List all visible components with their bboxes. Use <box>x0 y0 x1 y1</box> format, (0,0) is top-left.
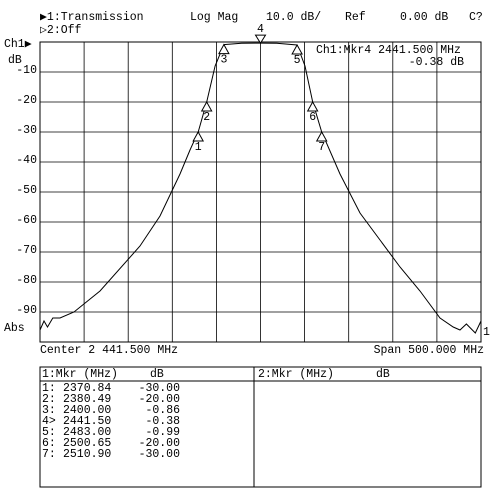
table-cell: 2370.84 <box>63 382 111 395</box>
table-cell: 2380.49 <box>63 393 111 406</box>
table-cell: 6: <box>42 437 56 450</box>
y-tick-label: -80 <box>16 274 37 287</box>
center-label: Center 2 441.500 MHz <box>40 344 178 357</box>
table-cell: -30.00 <box>139 448 181 461</box>
ref-position: 1 <box>483 326 490 339</box>
marker <box>218 43 230 55</box>
marker-readout-value: -0.38 dB <box>409 56 464 69</box>
table-header: 1:Mkr (MHz) <box>42 368 118 381</box>
marker-table <box>39 366 482 488</box>
marker-label: 2 <box>203 111 210 124</box>
table-cell: 3: <box>42 404 56 417</box>
table-header: dB <box>376 368 390 381</box>
marker-label: 3 <box>220 54 227 67</box>
format-label: Log Mag <box>190 11 238 24</box>
ref-label: Ref <box>345 11 366 24</box>
y-tick-label: -40 <box>16 154 37 167</box>
table-header: 2:Mkr (MHz) <box>258 368 334 381</box>
marker <box>192 130 205 142</box>
y-tick-label: -50 <box>16 184 37 197</box>
y-unit: dB <box>8 54 22 67</box>
marker-label: 4 <box>257 23 264 36</box>
table-cell: 2441.50 <box>63 415 111 428</box>
table-cell: 2483.00 <box>63 426 111 439</box>
channel-label: Ch1▶ <box>4 38 32 51</box>
marker <box>315 130 328 142</box>
table-cell: -0.86 <box>145 404 180 417</box>
abs-label: Abs <box>4 322 25 335</box>
table-cell: -30.00 <box>139 382 181 395</box>
scale-label: 10.0 dB/ <box>266 11 321 24</box>
table-cell: 7: <box>42 448 56 461</box>
y-tick-label: -30 <box>16 124 37 137</box>
marker-readout: Ch1:Mkr4 2441.500 MHz <box>316 44 461 57</box>
marker <box>306 100 319 112</box>
trace1-label: ▶1:Transmission <box>40 11 144 24</box>
status: C? <box>469 11 483 24</box>
trace2-label: ▷2:Off <box>40 24 82 37</box>
y-tick-label: -20 <box>16 94 37 107</box>
table-cell: 2510.90 <box>63 448 111 461</box>
table-cell: 4> <box>42 415 56 428</box>
y-tick-label: -60 <box>16 214 37 227</box>
marker-label: 5 <box>294 54 301 67</box>
table-cell: 5: <box>42 426 56 439</box>
marker-label: 6 <box>309 111 316 124</box>
y-tick-label: -70 <box>16 244 37 257</box>
span-label: Span 500.000 MHz <box>374 344 484 357</box>
y-tick-label: -90 <box>16 304 37 317</box>
table-cell: -0.99 <box>145 426 180 439</box>
marker-label: 7 <box>318 141 325 154</box>
table-cell: -20.00 <box>139 437 181 450</box>
table-cell: 1: <box>42 382 56 395</box>
table-cell: -0.38 <box>145 415 180 428</box>
y-tick-label: -10 <box>16 64 37 77</box>
marker <box>254 34 267 45</box>
marker <box>200 100 213 112</box>
marker-label: 1 <box>195 141 202 154</box>
table-cell: -20.00 <box>139 393 181 406</box>
table-cell: 2500.65 <box>63 437 111 450</box>
table-cell: 2: <box>42 393 56 406</box>
ref-value: 0.00 dB <box>400 11 448 24</box>
table-cell: 2400.00 <box>63 404 111 417</box>
marker <box>291 43 303 55</box>
table-header: dB <box>150 368 164 381</box>
